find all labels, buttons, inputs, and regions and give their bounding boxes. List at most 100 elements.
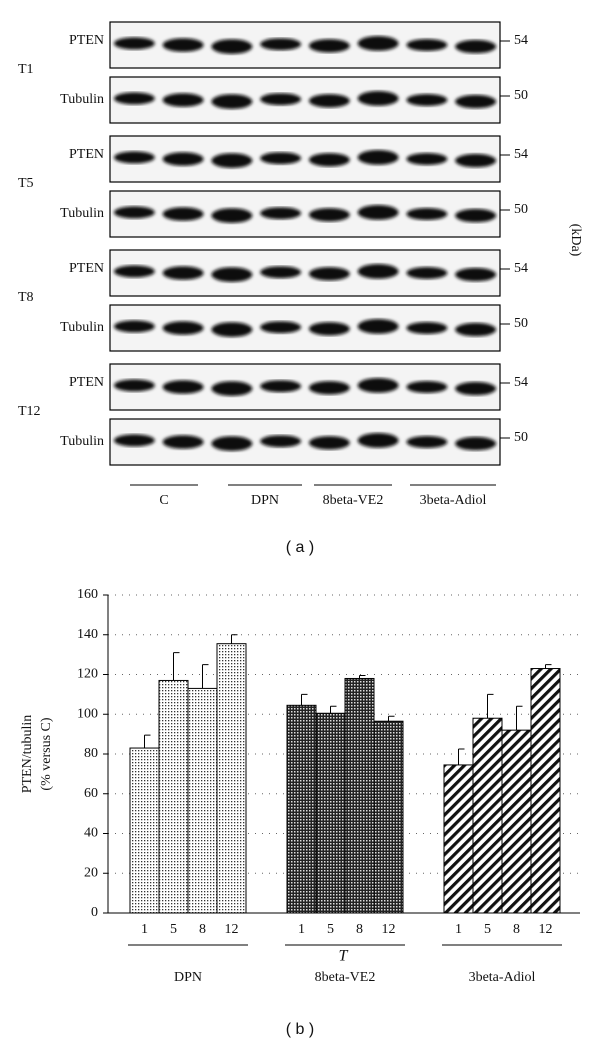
- bar: [315, 712, 346, 914]
- group-label: 8beta-VE2: [323, 493, 384, 508]
- band: [455, 436, 497, 451]
- y-axis-label: (% versus C): [39, 717, 54, 790]
- group-label: 3beta-Adiol: [420, 493, 487, 508]
- error-bar: [301, 693, 308, 706]
- kda-label: 50: [514, 430, 528, 445]
- error-bar: [173, 652, 180, 681]
- band: [113, 434, 155, 447]
- bar: [216, 643, 247, 914]
- band: [260, 380, 302, 393]
- band: [455, 94, 497, 109]
- band: [113, 320, 155, 333]
- band: [406, 153, 448, 165]
- y-tick-label: 20: [84, 865, 98, 880]
- kda-label: 54: [514, 261, 528, 276]
- error-bar: [487, 693, 494, 719]
- band: [260, 152, 302, 165]
- band: [211, 436, 253, 451]
- band: [406, 39, 448, 51]
- y-tick-label: 40: [84, 826, 98, 841]
- error-bar: [458, 748, 465, 765]
- band: [260, 266, 302, 279]
- y-tick-label: 160: [77, 587, 98, 602]
- group-label: DPN: [174, 970, 202, 985]
- band: [211, 39, 253, 54]
- band: [260, 38, 302, 51]
- x-tick-label: 1: [455, 922, 462, 937]
- y-tick-label: 80: [84, 746, 98, 761]
- band: [455, 322, 497, 337]
- group-label: 3beta-Adiol: [469, 970, 536, 985]
- band: [113, 92, 155, 105]
- band: [357, 319, 399, 334]
- band: [406, 267, 448, 279]
- error-bar: [144, 734, 151, 749]
- y-tick-label: 0: [91, 905, 98, 920]
- protein-label: Tubulin: [60, 206, 104, 221]
- band: [162, 207, 204, 221]
- bar: [158, 679, 189, 914]
- bar: [286, 704, 317, 914]
- band: [113, 206, 155, 219]
- kda-label: 50: [514, 88, 528, 103]
- bar: [501, 729, 532, 914]
- x-tick-label: 8: [199, 922, 206, 937]
- time-label: T1: [18, 62, 34, 77]
- x-tick-label: 5: [170, 922, 177, 937]
- band: [455, 267, 497, 282]
- band: [113, 151, 155, 164]
- kda-label: 54: [514, 147, 528, 162]
- band: [162, 435, 204, 449]
- band: [406, 208, 448, 220]
- kda-label: 50: [514, 316, 528, 331]
- error-bar: [202, 664, 209, 689]
- error-bar: [388, 715, 395, 722]
- band: [162, 321, 204, 335]
- band: [455, 208, 497, 223]
- band: [308, 267, 350, 281]
- band: [308, 153, 350, 167]
- bar: [344, 677, 375, 914]
- band: [162, 266, 204, 280]
- bar: [187, 687, 218, 914]
- bar: [472, 717, 503, 914]
- band: [211, 94, 253, 109]
- band: [406, 94, 448, 106]
- band: [162, 93, 204, 107]
- band: [455, 39, 497, 54]
- band: [406, 436, 448, 448]
- band: [357, 433, 399, 448]
- bar: [129, 747, 160, 914]
- x-axis-label: T: [339, 948, 349, 965]
- band: [357, 205, 399, 220]
- band: [308, 94, 350, 108]
- band: [357, 150, 399, 165]
- band: [211, 381, 253, 396]
- band: [406, 322, 448, 334]
- error-bar: [231, 634, 238, 644]
- band: [357, 264, 399, 279]
- x-tick-label: 12: [225, 922, 239, 937]
- band: [260, 435, 302, 448]
- band: [455, 153, 497, 168]
- band: [113, 37, 155, 50]
- x-tick-label: 1: [141, 922, 148, 937]
- band: [308, 381, 350, 395]
- panel-label: ( a ): [286, 539, 314, 556]
- y-tick-label: 60: [84, 786, 98, 801]
- band: [308, 436, 350, 450]
- x-tick-label: 5: [484, 922, 491, 937]
- band: [211, 153, 253, 169]
- protein-label: Tubulin: [60, 434, 104, 449]
- band: [113, 379, 155, 392]
- x-tick-label: 12: [539, 922, 553, 937]
- group-label: 8beta-VE2: [315, 970, 376, 985]
- y-axis-label: PTEN/tubulin: [20, 715, 35, 794]
- band: [260, 207, 302, 220]
- band: [308, 208, 350, 222]
- time-label: T8: [18, 290, 34, 305]
- band: [357, 91, 399, 106]
- band: [162, 38, 204, 52]
- band: [308, 322, 350, 336]
